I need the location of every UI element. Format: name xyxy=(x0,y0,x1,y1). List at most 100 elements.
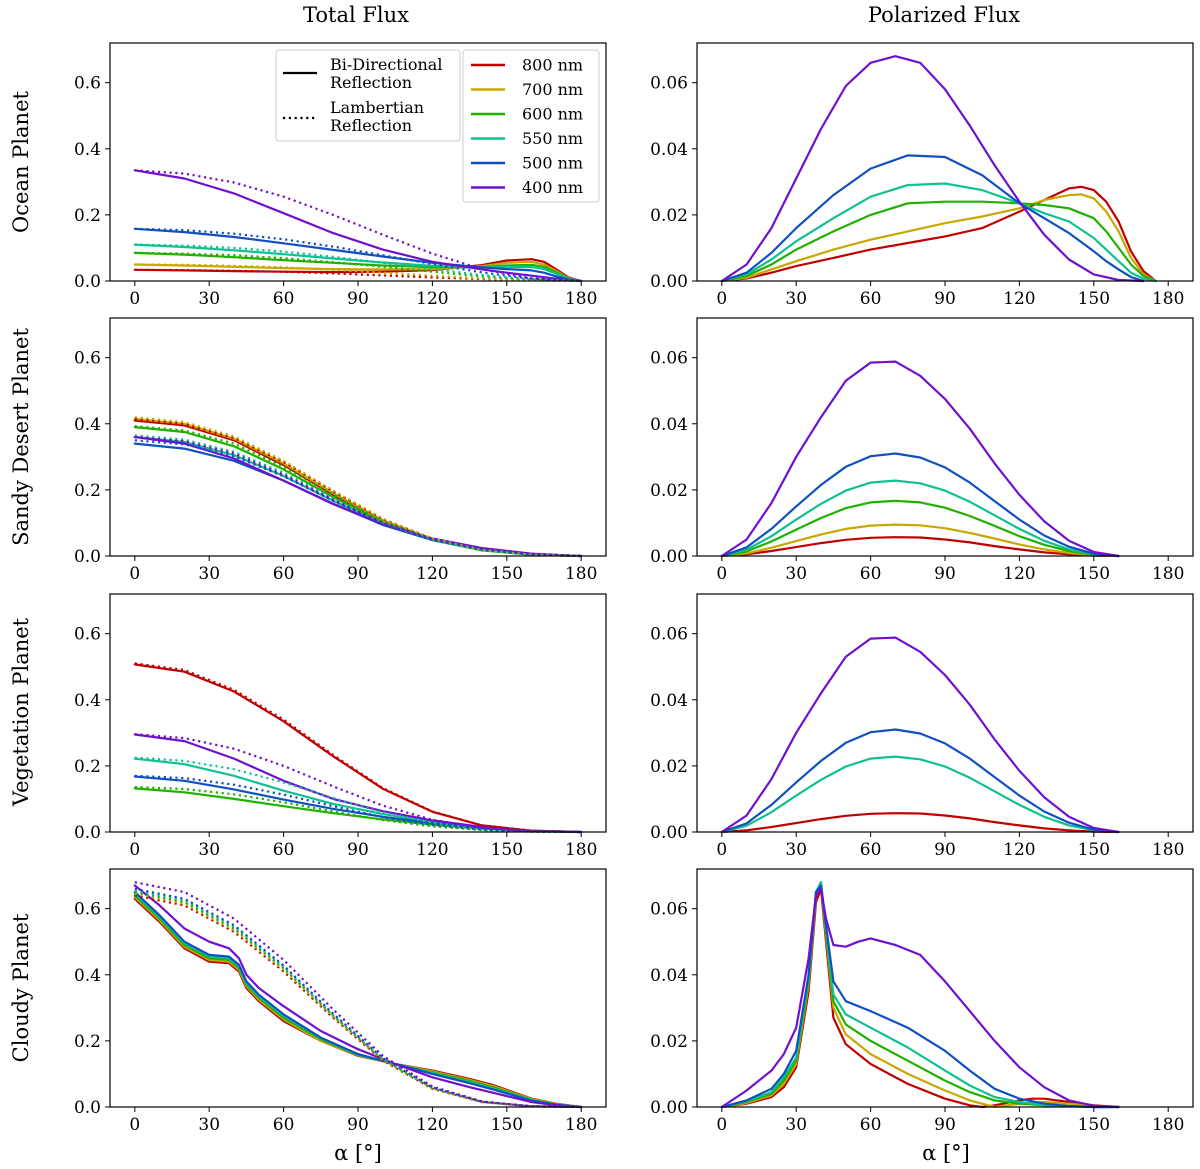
x-tick-label: 30 xyxy=(198,840,220,860)
legend-item-800-nm: 800 nm xyxy=(471,56,583,75)
y-tick-label: 0.0 xyxy=(74,547,101,567)
column-title-polarized-flux: Polarized Flux xyxy=(868,3,1020,27)
legend-item-400-nm: 400 nm xyxy=(471,178,583,197)
x-tick-label: 30 xyxy=(198,564,220,584)
series-400-nm-solid xyxy=(720,887,1120,1109)
row-label-ocean-planet: Ocean Planet xyxy=(9,91,33,233)
series-550-nm-solid xyxy=(720,881,1120,1109)
series-500-nm-solid xyxy=(133,442,583,558)
x-tick-label: 180 xyxy=(565,1115,597,1135)
x-tick-label: 60 xyxy=(273,289,295,309)
x-tick-label: 60 xyxy=(273,564,295,584)
x-tick-label: 150 xyxy=(1078,564,1110,584)
y-tick-label: 0.06 xyxy=(650,349,688,369)
x-tick-label: 30 xyxy=(785,289,807,309)
y-tick-label: 0.00 xyxy=(650,823,688,843)
legend-label: 500 nm xyxy=(522,154,583,173)
panel-cloudy-polarized: 0 30 60 90 120 150 180 0.00 0.02 0.04 0.06 xyxy=(650,868,1194,1135)
panel-ocean-polarized: 0 30 60 90 120 150 180 0.00 0.02 0.04 0.06 xyxy=(650,42,1194,309)
x-tick-label: 180 xyxy=(1152,840,1184,860)
legend-style-label-bidirectional-line1: Bi-Directional xyxy=(330,55,442,74)
y-tick-label: 0.00 xyxy=(650,547,688,567)
x-tick-label: 30 xyxy=(198,1115,220,1135)
x-tick-label: 0 xyxy=(716,289,727,309)
series-600-nm-solid xyxy=(720,499,1120,558)
x-tick-label: 60 xyxy=(860,564,882,584)
series-550-nm-solid xyxy=(133,435,583,558)
row-label-sandy-desert-planet: Sandy Desert Planet xyxy=(9,328,33,546)
legend-style-label-lambertian-line2: Reflection xyxy=(330,116,412,135)
legend-style-label-lambertian: Lambertian Reflection xyxy=(330,98,429,135)
y-tick-label: 0.0 xyxy=(74,272,101,292)
series-600-nm-solid xyxy=(133,894,583,1109)
y-tick-label: 0.04 xyxy=(650,966,688,986)
x-tick-label: 60 xyxy=(860,289,882,309)
x-tick-label: 60 xyxy=(860,1115,882,1135)
y-tick-label: 0.0 xyxy=(74,1098,101,1118)
x-tick-label: 0 xyxy=(716,840,727,860)
y-tick-label: 0.02 xyxy=(650,757,688,777)
x-tick-label: 120 xyxy=(1003,289,1035,309)
x-tick-label: 90 xyxy=(934,564,956,584)
panels-group: 0 30 60 90 120 150 180 0.0 0.2 0.4 0.6 0 30 60 90 120 15… xyxy=(74,42,1194,1135)
legend-style-label-bidirectional-line2: Reflection xyxy=(330,73,412,92)
axes-frame xyxy=(696,42,1194,282)
x-tick-label: 150 xyxy=(491,289,523,309)
series-500-nm-solid xyxy=(720,452,1120,558)
x-tick-label: 150 xyxy=(491,1115,523,1135)
y-tick-label: 0.4 xyxy=(74,415,101,435)
y-tick-label: 0.6 xyxy=(74,900,101,920)
series-400-nm-solid xyxy=(133,884,583,1109)
y-tick-label: 0.04 xyxy=(650,691,688,711)
series-600-nm-solid xyxy=(720,200,1157,283)
y-tick-label: 0.04 xyxy=(650,140,688,160)
x-tick-label: 90 xyxy=(934,840,956,860)
x-tick-label: 0 xyxy=(129,840,140,860)
y-tick-label: 0.0 xyxy=(74,823,101,843)
series-800-nm-solid xyxy=(133,897,583,1109)
x-axis-label-right: α [°] xyxy=(922,1141,970,1165)
panel-desert-total: 0 30 60 90 120 150 180 0.0 0.2 0.4 0.6 xyxy=(74,317,607,584)
legend-label: 550 nm xyxy=(522,129,583,148)
y-tick-label: 0.2 xyxy=(74,206,101,226)
series-400-nm-dotted xyxy=(134,733,582,834)
x-tick-label: 180 xyxy=(1152,564,1184,584)
series-500-nm-dotted xyxy=(134,887,582,1109)
y-tick-label: 0.6 xyxy=(74,625,101,645)
x-tick-label: 90 xyxy=(347,289,369,309)
x-tick-label: 120 xyxy=(1003,1115,1035,1135)
x-tick-label: 0 xyxy=(716,1115,727,1135)
x-tick-label: 180 xyxy=(1152,1115,1184,1135)
legend-item-700-nm: 700 nm xyxy=(471,80,583,99)
y-tick-label: 0.4 xyxy=(74,691,101,711)
series-600-nm-dotted xyxy=(134,251,582,283)
axes-frame xyxy=(109,868,607,1108)
y-tick-label: 0.2 xyxy=(74,757,101,777)
x-tick-label: 60 xyxy=(273,840,295,860)
series-700-nm-dotted xyxy=(134,263,582,283)
y-tick-label: 0.02 xyxy=(650,1032,688,1052)
x-tick-label: 0 xyxy=(716,564,727,584)
row-label-vegetation-planet: Vegetation Planet xyxy=(9,617,33,807)
x-tick-label: 150 xyxy=(1078,1115,1110,1135)
series-700-nm-dotted xyxy=(134,416,582,558)
series-500-nm-solid xyxy=(133,890,583,1109)
x-tick-label: 90 xyxy=(347,564,369,584)
series-400-nm-solid xyxy=(133,169,583,283)
series-800-nm-solid xyxy=(720,887,1120,1109)
series-550-nm-dotted xyxy=(134,889,582,1109)
series-400-nm-dotted xyxy=(134,881,582,1109)
panel-vegetation-polarized: 0 30 60 90 120 150 180 0.00 0.02 0.04 0.06 xyxy=(650,593,1194,860)
x-tick-label: 180 xyxy=(565,289,597,309)
series-800-nm-dotted xyxy=(134,417,582,558)
series-500-nm-solid xyxy=(720,728,1120,834)
series-500-nm-solid xyxy=(720,884,1120,1109)
legend-wavelength-items: 800 nm 700 nm 600 nm 550 nm 500 nm 400 nm xyxy=(471,56,583,197)
row-label-cloudy-planet: Cloudy Planet xyxy=(9,913,33,1062)
series-550-nm-solid xyxy=(720,182,1157,283)
series-600-nm-dotted xyxy=(134,891,582,1109)
y-tick-label: 0.00 xyxy=(650,1098,688,1118)
x-tick-label: 180 xyxy=(1152,289,1184,309)
series-400-nm-solid xyxy=(720,360,1120,558)
x-tick-label: 0 xyxy=(129,564,140,584)
